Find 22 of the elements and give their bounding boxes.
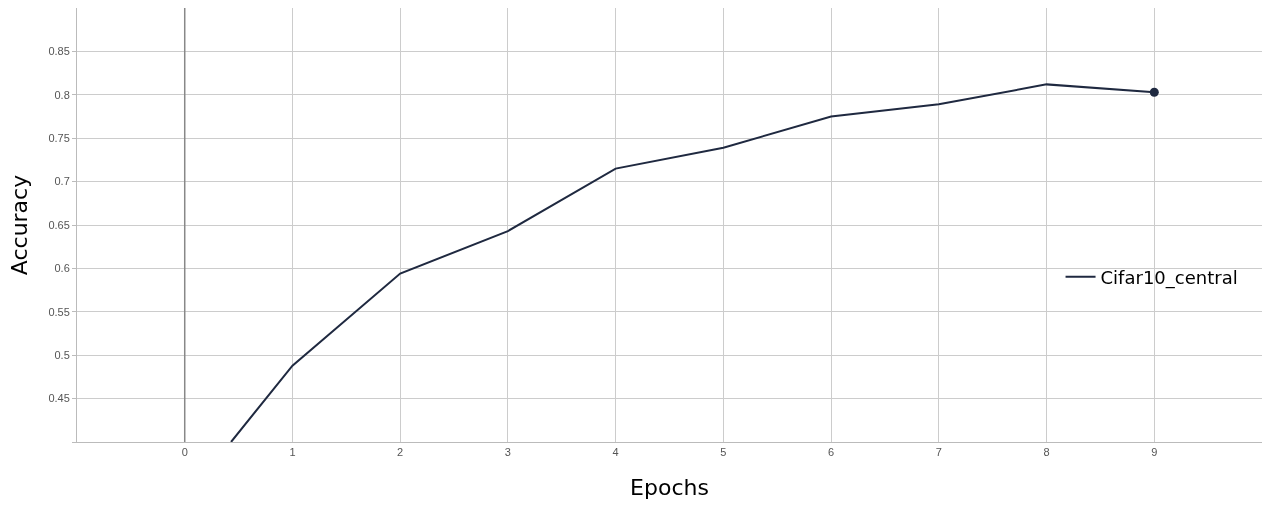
x-tick-label: 6 (828, 446, 835, 459)
y-tick-label: 0.7 (54, 175, 70, 188)
y-tick-label: 0.55 (48, 305, 70, 318)
y-tick-label: 0.45 (48, 392, 70, 405)
x-tick-label: 2 (397, 446, 404, 459)
legend-label: Cifar10_central (1100, 266, 1238, 289)
x-tick-label: 8 (1043, 446, 1050, 459)
y-tick-label: 0.6 (54, 262, 70, 275)
y-tick-label: 0.85 (48, 45, 70, 58)
x-tick-label: 9 (1151, 446, 1158, 459)
x-tick-label: 0 (181, 446, 188, 459)
y-tick-label: 0.5 (54, 349, 70, 362)
x-axis-title: Epochs (630, 475, 709, 501)
x-tick-label: 7 (935, 446, 942, 459)
x-tick-label: 3 (504, 446, 511, 459)
y-tick-label: 0.8 (54, 88, 70, 101)
y-tick-label: 0.65 (48, 218, 70, 231)
x-tick-label: 5 (720, 446, 727, 459)
x-tick-label: 4 (612, 446, 619, 459)
y-tick-label: 0.75 (48, 132, 70, 145)
y-axis-title: Accuracy (7, 174, 33, 276)
x-tick-label: 1 (289, 446, 296, 459)
